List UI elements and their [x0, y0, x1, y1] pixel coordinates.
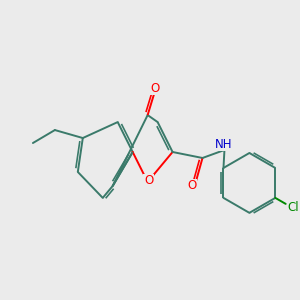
Text: O: O	[144, 174, 153, 188]
Text: O: O	[187, 179, 196, 192]
Text: Cl: Cl	[288, 201, 299, 214]
Text: O: O	[150, 82, 159, 95]
Text: NH: NH	[215, 137, 232, 151]
